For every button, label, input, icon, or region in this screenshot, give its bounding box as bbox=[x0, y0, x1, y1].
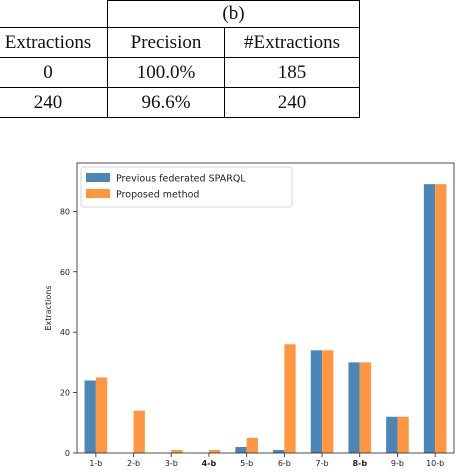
table-cell: 0 bbox=[0, 57, 108, 88]
table-group-row: (b) bbox=[0, 0, 360, 28]
legend-swatch bbox=[86, 189, 110, 198]
bar-proposed-7-b bbox=[322, 350, 334, 453]
bar-chart-region: 1-b 2-b 3-b 4-b 5-b 6-b 7-b 8-b 9-b 10-b 0 20 40 60 80… bbox=[0, 155, 474, 468]
table-column-header: Precision bbox=[107, 27, 225, 58]
legend: Previous federated SPARQL Proposed method bbox=[80, 166, 293, 208]
x-tick-label: 6-b bbox=[278, 459, 291, 468]
results-table: (b) Extractions Precision #Extractions 0… bbox=[0, 0, 360, 118]
bar-chart: 1-b 2-b 3-b 4-b 5-b 6-b 7-b 8-b 9-b 10-b 0 20 40 60 80… bbox=[44, 162, 455, 468]
legend-label: Previous federated SPARQL bbox=[116, 174, 246, 185]
bar-previous-5-b bbox=[235, 446, 247, 453]
table-column-header: Extractions bbox=[0, 27, 108, 58]
bar-proposed-1-b bbox=[95, 377, 108, 453]
legend-box bbox=[80, 166, 293, 208]
table-cell: 185 bbox=[224, 57, 360, 88]
legend-swatch bbox=[86, 173, 110, 182]
x-tick-label: 4-b bbox=[202, 459, 217, 468]
y-tick-label: 0 bbox=[65, 449, 70, 458]
y-tick-label: 60 bbox=[60, 268, 70, 277]
x-tick-label: 8-b bbox=[352, 459, 367, 468]
bar-proposed-2-b bbox=[133, 410, 145, 453]
bar-proposed-4-b bbox=[208, 449, 221, 453]
x-tick-label: 3-b bbox=[165, 459, 178, 468]
table-row: 240 96.6% 240 bbox=[0, 87, 360, 118]
y-tick-label: 20 bbox=[60, 389, 70, 398]
bar-previous-10-b bbox=[423, 184, 436, 453]
bar-proposed-10-b bbox=[435, 184, 447, 453]
table-empty-cell bbox=[0, 0, 108, 28]
y-tick-label: 80 bbox=[60, 207, 70, 216]
x-tick-label: 9-b bbox=[391, 459, 404, 468]
y-axis-label: Extractions bbox=[44, 285, 53, 330]
y-tick-label: 40 bbox=[60, 328, 70, 337]
bar-proposed-8-b bbox=[359, 362, 372, 454]
table-group-label: (b) bbox=[107, 0, 360, 28]
table-column-header: #Extractions bbox=[224, 27, 360, 58]
table-cell: 240 bbox=[0, 87, 108, 118]
x-tick-label: 5-b bbox=[240, 459, 253, 468]
bar-previous-6-b bbox=[273, 449, 285, 453]
legend-label: Proposed method bbox=[116, 190, 199, 201]
bar-previous-9-b bbox=[386, 416, 398, 453]
bar-proposed-5-b bbox=[246, 437, 258, 453]
table-cell: 96.6% bbox=[107, 87, 225, 118]
table-row: 0 100.0% 185 bbox=[0, 57, 360, 88]
bar-proposed-9-b bbox=[397, 416, 409, 453]
table-cell: 100.0% bbox=[107, 57, 225, 88]
bar-previous-1-b bbox=[84, 380, 96, 453]
x-tick-label: 7-b bbox=[316, 459, 329, 468]
table-header-row: Extractions Precision #Extractions bbox=[0, 27, 360, 58]
results-table-region: (b) Extractions Precision #Extractions 0… bbox=[0, 0, 474, 118]
bar-previous-7-b bbox=[310, 350, 323, 453]
bar-proposed-3-b bbox=[171, 449, 183, 453]
plot-frame bbox=[76, 162, 455, 454]
table-cell: 240 bbox=[224, 87, 360, 118]
x-tick-label: 10-b bbox=[426, 459, 444, 468]
x-tick-label: 1-b bbox=[89, 459, 102, 468]
bar-previous-8-b bbox=[348, 362, 360, 454]
bar-proposed-6-b bbox=[284, 344, 296, 453]
x-tick-label: 2-b bbox=[127, 459, 140, 468]
